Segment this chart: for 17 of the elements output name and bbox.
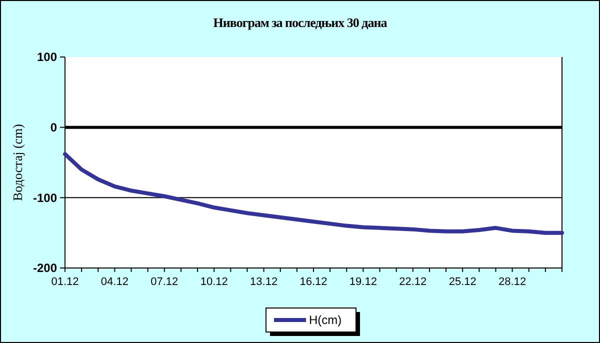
legend-label: H(cm): [309, 313, 342, 328]
x-tick-label: 10.12: [200, 276, 228, 288]
x-tick-label: 16.12: [300, 276, 328, 288]
chart-title: Нивограм за последњих 30 дана: [213, 15, 388, 30]
y-tick-label: -200: [32, 261, 58, 276]
x-tick-label: 22.12: [399, 276, 427, 288]
x-tick-label: 04.12: [100, 276, 128, 288]
y-axis-title: Водостај (cm): [10, 124, 25, 202]
y-tick-label: 0: [50, 120, 58, 135]
x-tick-label: 01.12: [51, 276, 79, 288]
x-tick-label: 19.12: [349, 276, 377, 288]
x-tick-label: 28.12: [498, 276, 526, 288]
x-tick-label: 25.12: [448, 276, 476, 288]
x-tick-label: 07.12: [150, 276, 178, 288]
x-tick-label: 13.12: [250, 276, 278, 288]
y-tick-label: -100: [32, 190, 58, 205]
y-tick-label: 100: [36, 50, 58, 64]
